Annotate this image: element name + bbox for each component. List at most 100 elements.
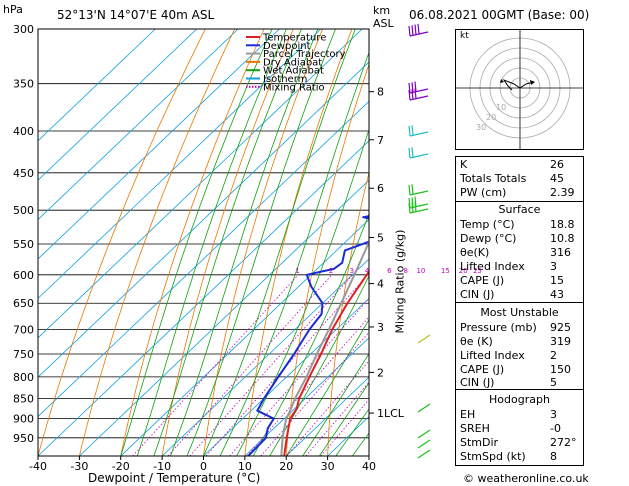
wind-barb-feather [411, 82, 414, 93]
hodograph-unit: kt [460, 31, 469, 41]
wind-barb-feather [411, 89, 414, 100]
dry-adiabat-line [203, 29, 323, 456]
wet-adiabat-line [136, 29, 287, 456]
wind-barb-feather [414, 201, 417, 212]
wind-barb-feather [411, 202, 414, 213]
wet-adiabat-line [302, 352, 369, 456]
datetime: 06.08.2021 00GMT (Base: 00) [409, 8, 590, 22]
km-tick-label: 7 [377, 134, 384, 147]
pressure-tick-label: 850 [13, 392, 34, 405]
wind-barb-feather [411, 125, 414, 136]
hodo-ring-label: 10 [496, 103, 506, 112]
mixing-ratio-line [205, 274, 369, 456]
wind-barb-shaft [417, 449, 431, 459]
pressure-tick-label: 450 [13, 167, 34, 180]
pressure-tick-label: 750 [13, 348, 34, 361]
pressure-tick-label: 800 [13, 371, 34, 384]
mixing-ratio-label: 4 [365, 267, 370, 275]
wind-barb-feather [414, 81, 417, 92]
wind-barb-icon [408, 147, 429, 159]
wind-barb-icon [408, 125, 429, 137]
mixing-ratio-label: 1 [295, 267, 299, 275]
wet-adiabat-line [252, 212, 369, 456]
mixing-ratio-label: 8 [403, 267, 407, 275]
wind-barb-shaft [417, 334, 431, 344]
isotherm-line [38, 29, 322, 299]
mixing-ratio-label: 15 [441, 267, 450, 275]
x-tick-label: -40 [29, 460, 47, 473]
mixing-ratio-line [305, 381, 369, 456]
km-tick-label: 3 [377, 321, 384, 334]
wind-barb-shaft [409, 88, 429, 94]
hodo-ring-label: 30 [476, 123, 486, 132]
pressure-tick-label: 300 [13, 23, 34, 36]
mixing-ratio-label: 3 [350, 267, 354, 275]
wet-adiabat-line [170, 29, 319, 456]
x-tick-label: -10 [153, 460, 171, 473]
dry-adiabat-line [327, 170, 369, 456]
legend-label: Dewpoint [263, 41, 311, 52]
wind-barb-feather [414, 24, 417, 35]
isotherm-line [244, 337, 369, 456]
km-tick-label: 8 [377, 86, 384, 99]
pressure-tick-label: 600 [13, 269, 34, 282]
pressure-tick-label: 900 [13, 413, 34, 426]
pressure-tick-label: 400 [13, 125, 34, 138]
wet-adiabat-line [153, 29, 302, 456]
hodograph-trace [502, 78, 521, 91]
pressure-tick-label: 950 [13, 432, 34, 445]
x-tick-label: -20 [112, 460, 130, 473]
pressure-tick-label: 500 [13, 204, 34, 217]
most-unstable-box: Most Unstable Pressure (mb) 925 θe (K) 319… [455, 302, 584, 390]
wind-barb-feather [408, 125, 411, 137]
mixing-ratio-label: 10 [416, 267, 425, 275]
wind-barb-feather [411, 184, 414, 195]
legend-label: Temperature [262, 33, 326, 44]
legend-label: Isotherm [263, 74, 307, 85]
asl-label: ASL [373, 17, 394, 30]
dry-adiabat-line [120, 29, 265, 456]
x-tick-label: 40 [362, 460, 376, 473]
km-tick-label: 2 [377, 366, 384, 379]
mixing-ratio-label: 25 [473, 267, 482, 275]
wet-adiabat-line [203, 29, 356, 456]
most-unstable-title: Most Unstable [480, 306, 559, 319]
copyright: © weatheronline.co.uk [463, 472, 589, 485]
mixing-ratio-line [167, 274, 333, 456]
mixing-ratio-axis-label: Mixing Ratio (g/kg) [393, 229, 407, 334]
surface-title: Surface [498, 203, 541, 216]
mixing-ratio-line [229, 297, 369, 456]
km-tick-label: 5 [377, 231, 384, 244]
storm-motion-arrow-icon [530, 80, 535, 85]
series-dewpoint [247, 215, 369, 456]
wet-adiabat-line [335, 408, 369, 456]
wind-barb-icon [408, 201, 429, 214]
pressure-tick-label: 350 [13, 78, 34, 91]
hodograph-plot: 10 20 30 [456, 30, 583, 149]
wind-barb-shaft [409, 131, 429, 137]
wet-adiabat-line [186, 29, 336, 456]
wind-barb-feather [411, 147, 414, 158]
pressure-tick-label: 650 [13, 297, 34, 310]
legend-label: Dry Adiabat [263, 57, 322, 68]
hodograph-indices-box: Hodograph EH 3 SREH -0 StmDir 272° StmSpd (… [455, 389, 584, 466]
isotherm-line [161, 258, 369, 456]
wind-barb-shaft [417, 429, 431, 439]
wind-barb-shaft [417, 403, 431, 413]
wind-barb-feather [414, 88, 417, 99]
isotherm-line [38, 61, 369, 378]
km-tick-label: 6 [377, 182, 384, 195]
isotherm-line [38, 29, 239, 221]
x-axis-label: Dewpoint / Temperature (°C) [88, 471, 261, 485]
wind-barb-feather [408, 184, 411, 196]
mixing-ratio-label: 6 [387, 267, 392, 275]
isotherm-line [38, 29, 363, 339]
wet-adiabat-line [285, 318, 369, 456]
dry-adiabat-line [79, 29, 236, 456]
wind-barb-icon [408, 184, 429, 196]
wet-adiabat-line [120, 29, 273, 456]
mixing-ratio-label: 2 [329, 267, 333, 275]
dry-adiabat-line [38, 29, 206, 456]
x-tick-label: 0 [200, 460, 207, 473]
